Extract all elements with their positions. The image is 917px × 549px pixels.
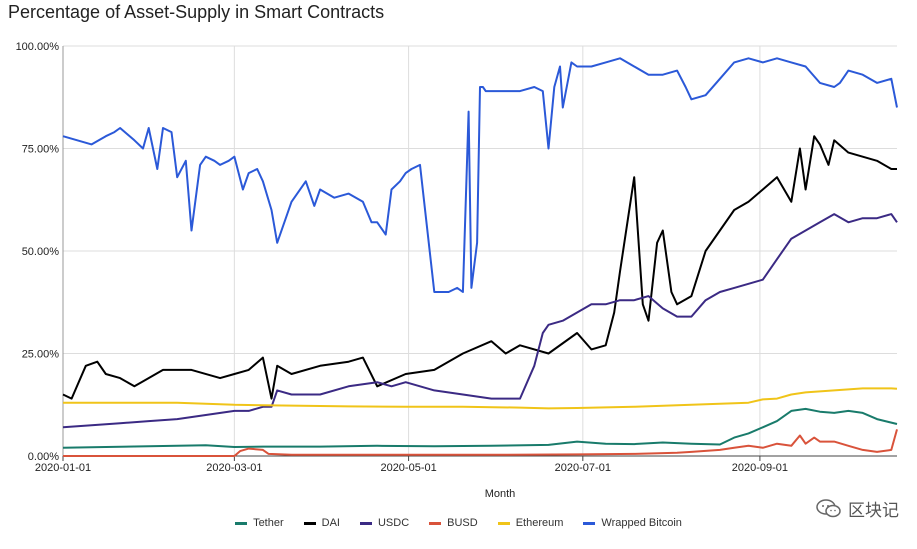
x-tick-label: 2020-09-01 (732, 462, 788, 474)
legend-label: Wrapped Bitcoin (601, 517, 682, 529)
series-line-busd (63, 429, 898, 457)
legend-swatch (303, 521, 316, 525)
legend-item[interactable]: Ethereum (497, 517, 564, 529)
wechat-icon (816, 498, 841, 517)
y-tick-label: 100.00% (16, 41, 60, 53)
legend-swatch (429, 521, 442, 525)
chart-title: Percentage of Asset-Supply in Smart Cont… (8, 2, 385, 22)
legend-label: Ethereum (515, 517, 564, 529)
y-tick-label: 75.00% (22, 144, 60, 156)
legend-item[interactable]: USDC (359, 517, 410, 529)
x-axis-label: Month (485, 488, 516, 500)
legend-swatch (235, 521, 248, 525)
watermark-text: 区块记 (848, 501, 899, 520)
x-tick-label: 2020-01-01 (35, 462, 91, 474)
x-tick-label: 2020-03-01 (206, 462, 262, 474)
series-line-usdc (62, 213, 898, 429)
legend-item[interactable]: Tether (235, 517, 284, 529)
y-tick-label: 25.00% (22, 349, 60, 361)
series-layer (62, 57, 898, 457)
legend-label: Tether (253, 517, 284, 529)
series-line-tether (62, 407, 898, 449)
legend-swatch (583, 521, 596, 525)
series-line-wrapped-bitcoin (62, 57, 898, 293)
legend-label: USDC (377, 517, 410, 529)
y-tick-label: 50.00% (22, 246, 60, 258)
legend-item[interactable]: Wrapped Bitcoin (583, 517, 682, 529)
label-layer: 0.00% 25.00% 50.00% 75.00% 100.00% 2020-01-01… (16, 41, 788, 500)
series-line-ethereum (63, 387, 898, 410)
y-tick-label: 0.00% (28, 451, 59, 463)
legend-label: DAI (321, 517, 340, 529)
x-tick-label: 2020-07-01 (555, 462, 611, 474)
watermark: 区块记 (816, 496, 899, 521)
legend-swatch (497, 521, 510, 525)
legend-label: BUSD (447, 517, 478, 529)
legend-item[interactable]: BUSD (429, 517, 478, 529)
legend-item[interactable]: DAI (303, 517, 340, 529)
legend-swatch (359, 521, 372, 525)
series-line-dai (62, 135, 897, 400)
x-tick-label: 2020-05-01 (380, 462, 436, 474)
legend: Tether DAI USDC BUSD Ethereum Wrapped Bitcoin (0, 517, 917, 529)
